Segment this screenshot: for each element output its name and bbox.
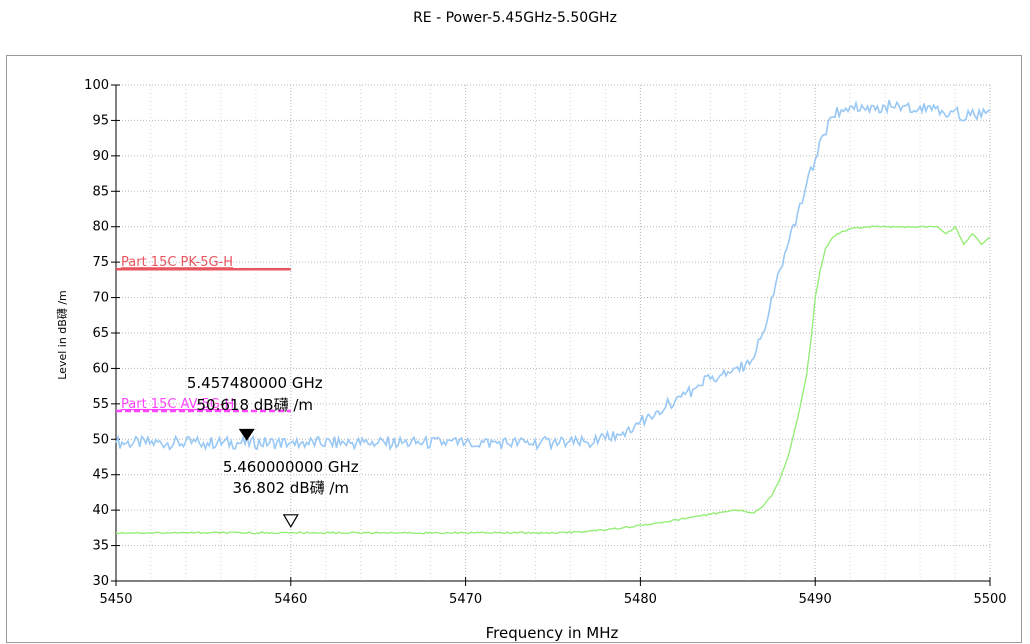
y-tick-label: 30 xyxy=(92,574,109,589)
limit-line-label: Part 15C AV-5G-H xyxy=(121,397,234,412)
y-tick-label: 100 xyxy=(84,78,109,93)
y-tick-label: 55 xyxy=(92,397,109,412)
series-line-peak xyxy=(115,99,991,452)
marker-triangle-filled xyxy=(238,428,255,441)
chart-panel xyxy=(6,55,1022,643)
x-axis-title: Frequency in MHz xyxy=(486,624,619,642)
y-tick-label: 35 xyxy=(92,539,109,554)
y-tick-label: 85 xyxy=(92,184,109,199)
x-tick-label: 5490 xyxy=(799,592,832,607)
y-axis-title: Level in dB礴 /m xyxy=(56,290,69,380)
x-tick-label: 5460 xyxy=(274,592,307,607)
x-tick-label: 5450 xyxy=(99,592,132,607)
y-tick-label: 50 xyxy=(92,432,109,447)
x-tick-label: 5480 xyxy=(624,592,657,607)
limit-line-label: Part 15C PK-5G-H xyxy=(121,255,233,270)
marker-freq-label: 5.460000000 GHz xyxy=(223,458,359,476)
grid-lines xyxy=(115,84,991,582)
marker-freq-label: 5.457480000 GHz xyxy=(187,374,323,392)
y-tick-label: 90 xyxy=(92,149,109,164)
marker-level-label: 50.618 dB礴 /m xyxy=(197,396,314,414)
y-tick-label: 60 xyxy=(92,361,109,376)
y-tick-label: 80 xyxy=(92,220,109,235)
x-tick-label: 5470 xyxy=(449,592,482,607)
y-tick-label: 45 xyxy=(92,468,109,483)
series-line-average xyxy=(115,225,991,535)
x-tick-label: 5500 xyxy=(973,592,1006,607)
y-tick-label: 70 xyxy=(92,291,109,306)
y-tick-label: 95 xyxy=(92,113,109,128)
axes: 30 35 40 45 50 55 60 65 70 75 80 85 90 95 100 5450 5460 5… xyxy=(84,78,1006,607)
chart-title: RE - Power-5.45GHz-5.50GHz xyxy=(413,10,617,26)
marker-level-label: 36.802 dB礴 /m xyxy=(233,479,350,497)
marker-triangle-open xyxy=(282,514,299,528)
y-tick-label: 75 xyxy=(92,255,109,270)
y-tick-label: 40 xyxy=(92,503,109,518)
y-tick-label: 65 xyxy=(92,326,109,341)
